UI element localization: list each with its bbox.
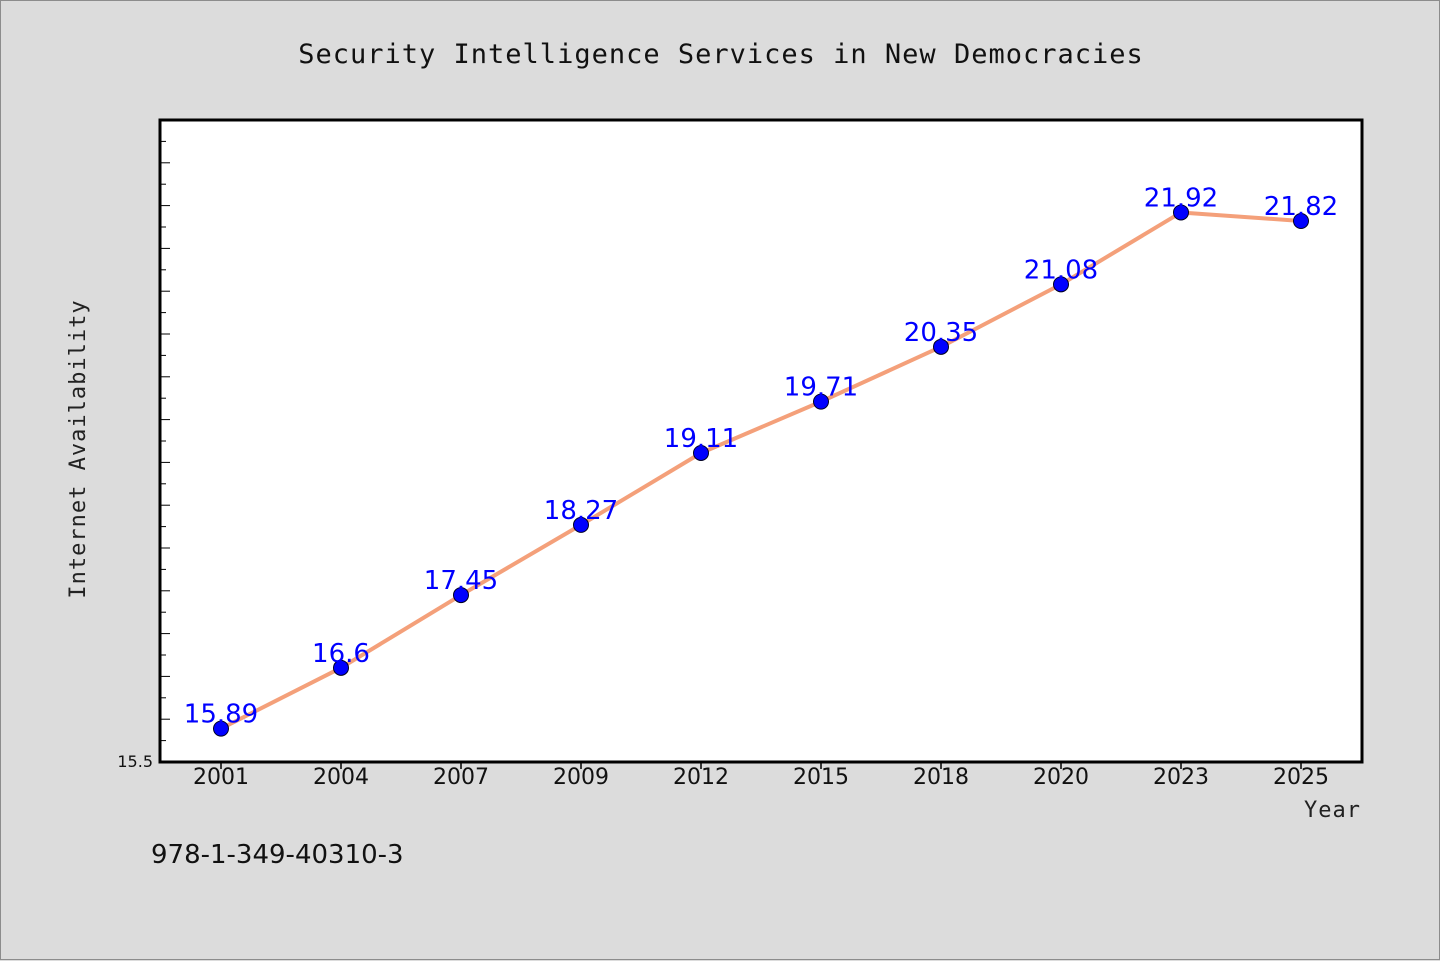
y-axis-label: Internet Availability (66, 299, 91, 598)
data-label: 17.45 (424, 566, 498, 596)
data-labels: 15.89 16.6 17.45 18.27 19.11 19.71 20.35 21.08 2… (184, 183, 1338, 729)
data-point-marker (1293, 213, 1309, 230)
data-label: 15.89 (184, 700, 258, 730)
data-point-marker (1053, 276, 1069, 293)
series-layer (213, 204, 1309, 737)
x-tick-label: 2007 (433, 765, 489, 790)
data-point-marker (573, 516, 589, 533)
data-point-marker (693, 444, 709, 461)
y-minor-ticks (160, 119, 170, 763)
data-label: 19.71 (784, 373, 858, 403)
x-tick-label: 2004 (313, 765, 369, 790)
data-label: 19.11 (664, 424, 738, 454)
x-tick-label: 2018 (913, 765, 969, 790)
data-label: 21.92 (1144, 183, 1218, 213)
y-tick-label-min: 15.5 (117, 752, 153, 771)
chart-title: Security Intelligence Services in New De… (298, 39, 1144, 70)
data-point-marker (213, 720, 229, 737)
x-tick-label: 2015 (793, 765, 849, 790)
x-ticks: 2001 2004 2007 2009 2012 2015 2018 2020 2023 2025 (193, 762, 1329, 790)
data-point-marker (813, 393, 829, 410)
data-point-marker (933, 338, 949, 355)
data-label: 18.27 (544, 496, 618, 526)
x-tick-label: 2023 (1153, 765, 1209, 790)
x-tick-label: 2012 (673, 765, 729, 790)
x-tick-label: 2025 (1273, 765, 1329, 790)
data-label: 20.35 (904, 318, 978, 348)
data-point-marker (453, 587, 469, 604)
x-tick-label: 2020 (1033, 765, 1089, 790)
data-point-marker (333, 659, 349, 676)
x-tick-label: 2009 (553, 765, 609, 790)
data-label: 16.6 (312, 639, 370, 669)
x-tick-label: 2001 (193, 765, 249, 790)
data-label: 21.08 (1024, 255, 1098, 285)
plot-frame (158, 118, 1364, 764)
x-axis-label: Year (1304, 798, 1361, 823)
data-point-marker (1173, 204, 1189, 221)
series-line (220, 210, 1302, 731)
data-label: 21.82 (1264, 192, 1338, 222)
footer-isbn: 978-1-349-40310-3 (151, 840, 404, 870)
